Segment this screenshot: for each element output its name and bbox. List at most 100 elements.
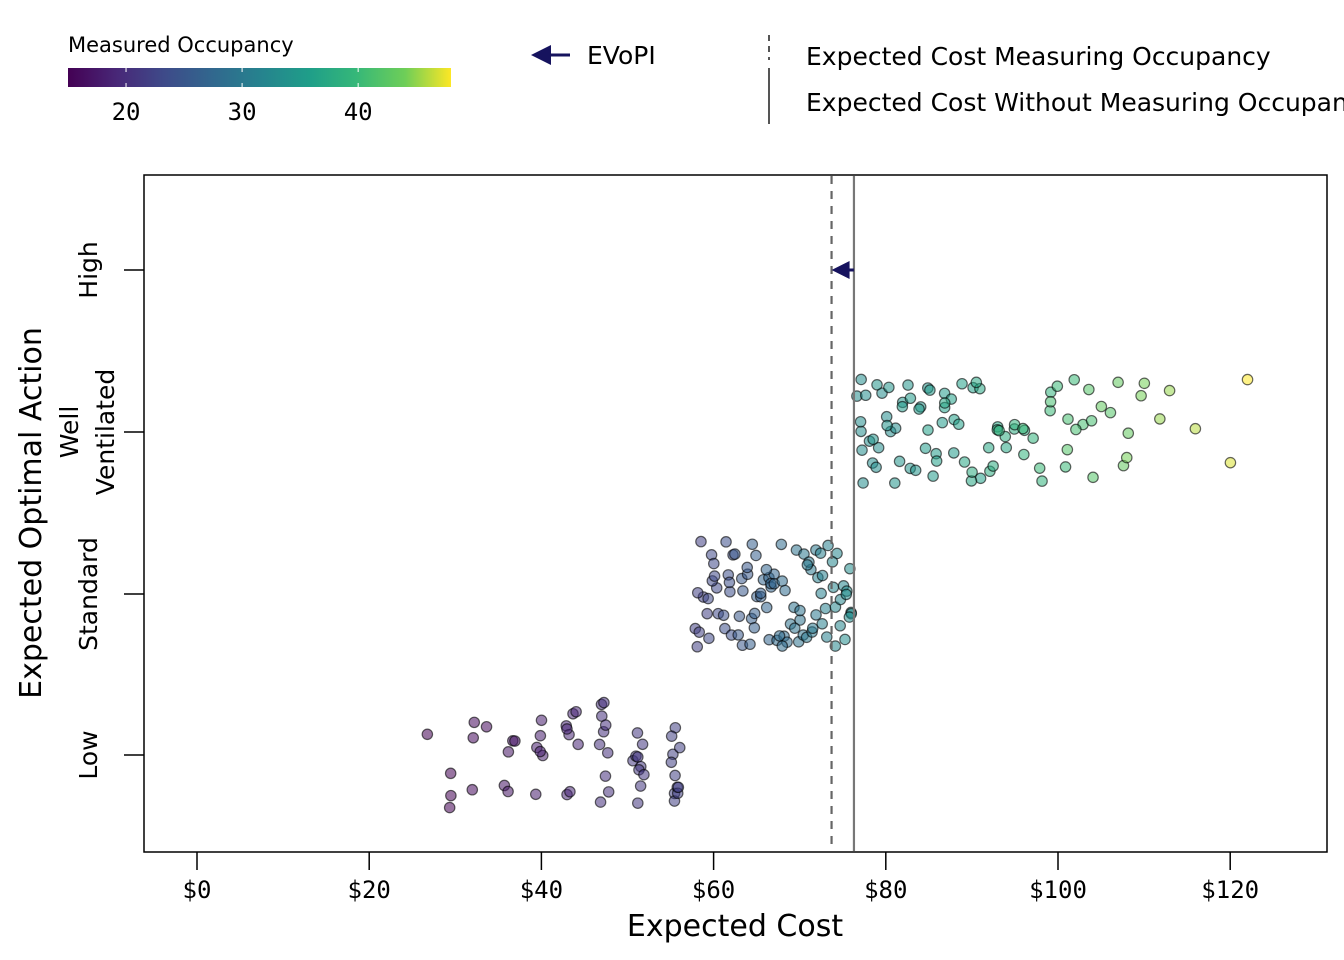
x-axis: $0 $20 $40 $60 $80 $100 $120 <box>183 852 1259 904</box>
data-point <box>896 400 909 413</box>
data-point <box>1104 406 1117 419</box>
data-point <box>1154 413 1166 425</box>
color-legend-title: Measured Occupancy <box>68 33 294 57</box>
y-axis: High Well Ventilated Standard Low <box>55 241 144 780</box>
legend-label-measuring: Expected Cost Measuring Occupancy <box>806 42 1271 71</box>
data-point <box>509 735 521 747</box>
data-point <box>733 610 746 623</box>
data-point <box>829 640 842 652</box>
data-point <box>665 730 678 742</box>
data-point <box>1044 395 1057 408</box>
data-point <box>695 535 707 548</box>
data-point <box>1120 451 1133 464</box>
data-point <box>827 581 840 594</box>
data-point <box>601 747 614 759</box>
data-point <box>1059 461 1072 473</box>
data-point <box>564 785 576 798</box>
x-tick-label: $20 <box>348 876 391 904</box>
data-point <box>594 796 607 808</box>
data-point <box>703 632 715 645</box>
data-point <box>444 767 457 780</box>
data-point <box>1138 377 1151 390</box>
data-point <box>855 425 867 438</box>
data-point <box>840 588 853 601</box>
data-point <box>909 464 922 477</box>
data-point <box>1095 400 1108 413</box>
x-tick-label: $0 <box>183 876 212 904</box>
data-point <box>870 461 882 474</box>
data-point <box>871 378 883 391</box>
data-point <box>867 433 879 446</box>
x-tick-label: $80 <box>864 876 907 904</box>
data-point <box>859 389 872 402</box>
data-point <box>922 424 934 436</box>
data-point <box>672 781 685 794</box>
data-point <box>987 460 999 472</box>
data-point <box>834 619 846 632</box>
data-point <box>1135 389 1147 402</box>
data-point <box>958 456 971 468</box>
colorbar <box>68 68 451 87</box>
data-point <box>779 584 791 597</box>
data-point <box>1241 373 1254 386</box>
data-point <box>750 549 762 562</box>
data-point <box>744 638 756 651</box>
data-point <box>631 727 644 739</box>
data-point <box>913 403 925 415</box>
data-point <box>820 631 833 643</box>
evopi-legend-label: EVoPI <box>587 41 656 70</box>
data-point <box>1189 422 1202 435</box>
data-point <box>1163 384 1176 397</box>
data-point <box>970 376 983 389</box>
data-point <box>776 640 789 652</box>
evopi-legend: EVoPI <box>531 41 656 70</box>
x-axis-title: Expected Cost <box>627 909 843 944</box>
data-point <box>445 789 457 802</box>
arrow-left-icon <box>531 45 551 65</box>
points-layer <box>421 373 1254 814</box>
data-point <box>691 640 704 653</box>
colorbar-tick-label: 20 <box>112 98 141 126</box>
data-point <box>636 738 649 751</box>
data-point <box>881 419 893 432</box>
data-point <box>693 626 706 638</box>
data-point <box>872 441 885 454</box>
data-point <box>561 723 573 735</box>
data-point <box>717 609 730 622</box>
data-point <box>893 455 906 468</box>
data-point <box>1033 462 1046 474</box>
data-point <box>1018 448 1030 461</box>
data-point <box>708 570 721 582</box>
data-point <box>794 604 806 617</box>
data-point <box>1017 422 1029 435</box>
data-point <box>748 622 761 634</box>
data-point <box>819 602 832 615</box>
data-point <box>1068 373 1081 386</box>
x-tick-label: $120 <box>1201 876 1259 904</box>
data-point <box>1070 423 1082 436</box>
data-point <box>855 373 867 386</box>
data-point <box>535 714 548 727</box>
data-point <box>773 630 786 642</box>
data-point <box>665 756 678 769</box>
y-tick-label: Low <box>74 730 103 779</box>
data-point <box>631 751 644 763</box>
data-point <box>902 379 914 391</box>
data-point <box>856 444 868 456</box>
data-point <box>904 392 917 405</box>
data-point <box>754 587 767 600</box>
data-point <box>760 601 773 614</box>
data-point <box>888 477 901 489</box>
x-tick-label: $100 <box>1029 876 1087 904</box>
data-point <box>702 592 714 605</box>
data-point <box>691 586 704 599</box>
data-point <box>467 732 480 744</box>
data-point <box>480 720 493 733</box>
data-point <box>534 745 547 758</box>
data-point <box>1087 471 1099 484</box>
data-point <box>927 470 939 482</box>
colorbar-tick-label: 30 <box>228 98 257 126</box>
data-point <box>748 607 761 620</box>
data-point <box>814 547 827 560</box>
